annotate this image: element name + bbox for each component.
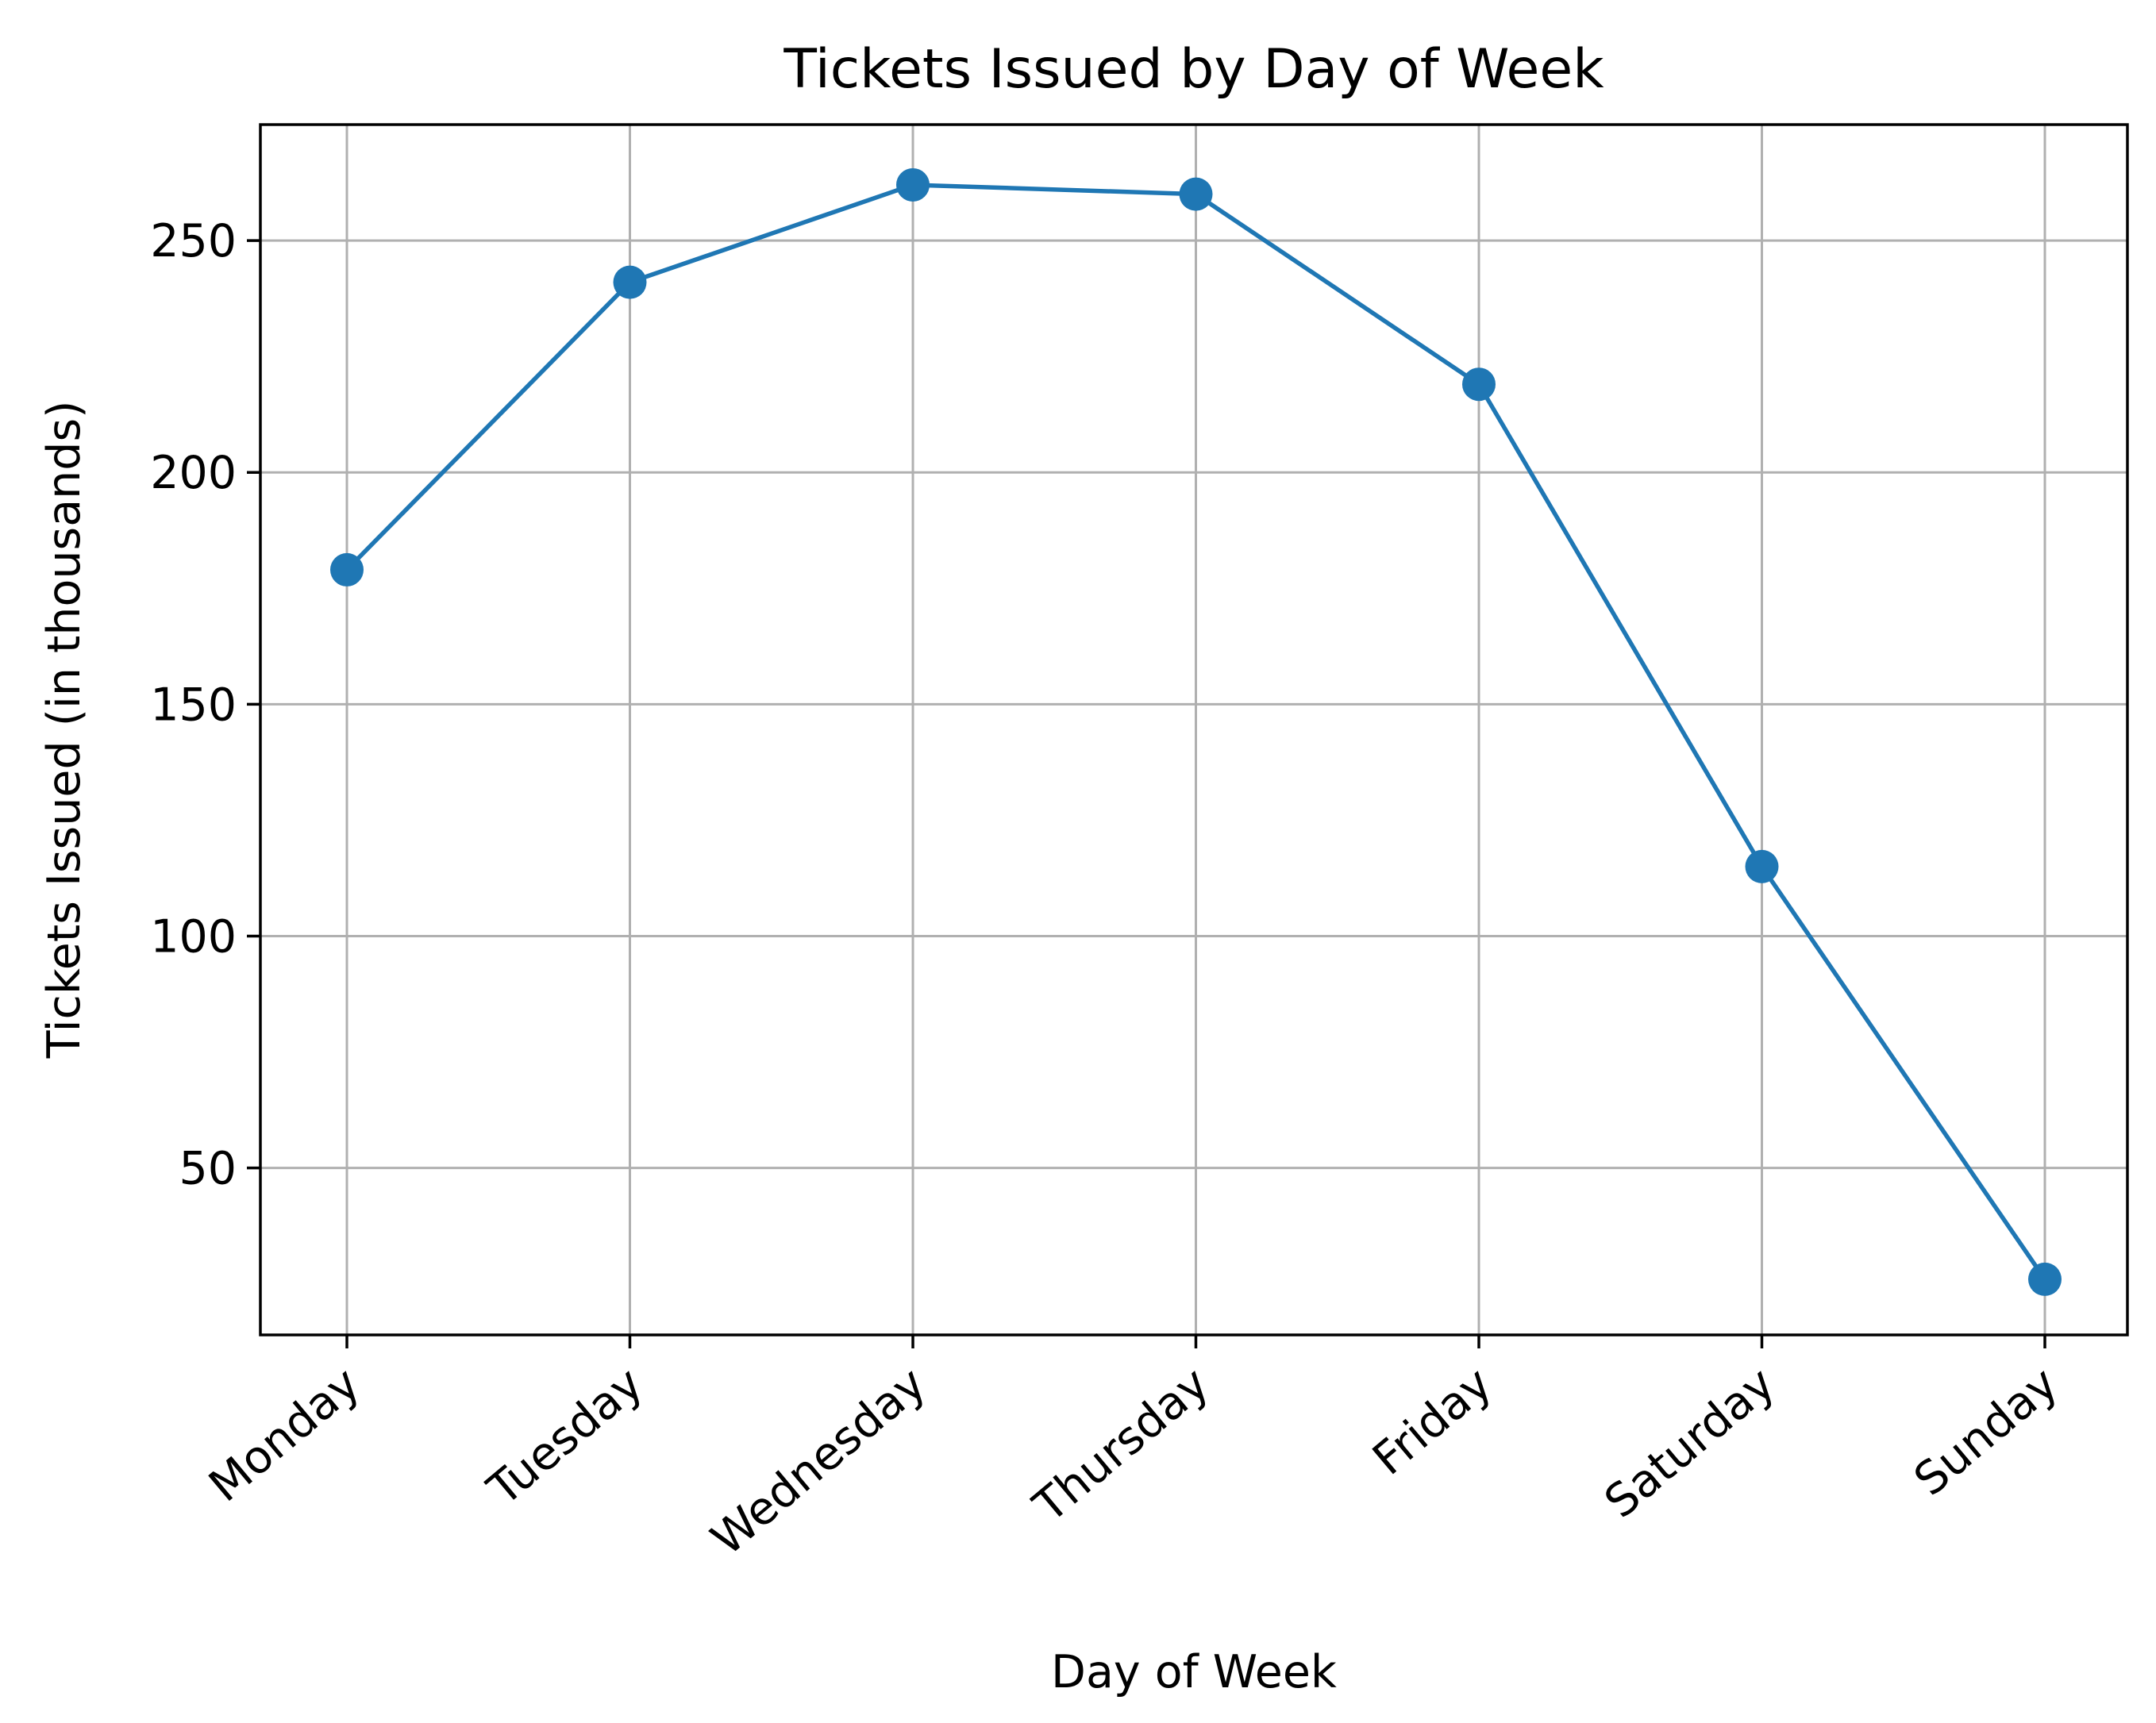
y-tick-label: 200 xyxy=(150,447,237,499)
x-tick-label: Friday xyxy=(1363,1357,1502,1486)
x-tick-label: Thursday xyxy=(1023,1357,1219,1533)
data-point xyxy=(330,552,364,587)
data-point xyxy=(896,167,930,202)
data-point xyxy=(613,265,647,299)
x-tick-label: Sunday xyxy=(1904,1357,2068,1506)
x-tick-label: Saturday xyxy=(1595,1357,1784,1529)
grid xyxy=(260,125,2127,1335)
x-axis-title: Day of Week xyxy=(1051,1646,1337,1698)
x-tick-label: Wednesday xyxy=(702,1357,936,1566)
y-tick-label: 50 xyxy=(179,1143,237,1195)
chart-title: Tickets Issued by Day of Week xyxy=(783,38,1604,101)
y-tick-label: 100 xyxy=(150,911,237,963)
plot-area-frame xyxy=(259,123,2129,1336)
series xyxy=(330,167,2062,1296)
data-point xyxy=(1179,177,1213,211)
y-tick-label: 250 xyxy=(150,215,237,267)
x-tick-label: Monday xyxy=(199,1357,370,1512)
x-tick-label: Tuesday xyxy=(478,1357,653,1516)
y-tick-label: 150 xyxy=(150,679,237,731)
y-axis-title: Tickets Issued (in thousands) xyxy=(38,401,90,1060)
data-point xyxy=(1745,849,1779,883)
data-point xyxy=(1462,367,1496,402)
data-point xyxy=(2028,1262,2062,1296)
